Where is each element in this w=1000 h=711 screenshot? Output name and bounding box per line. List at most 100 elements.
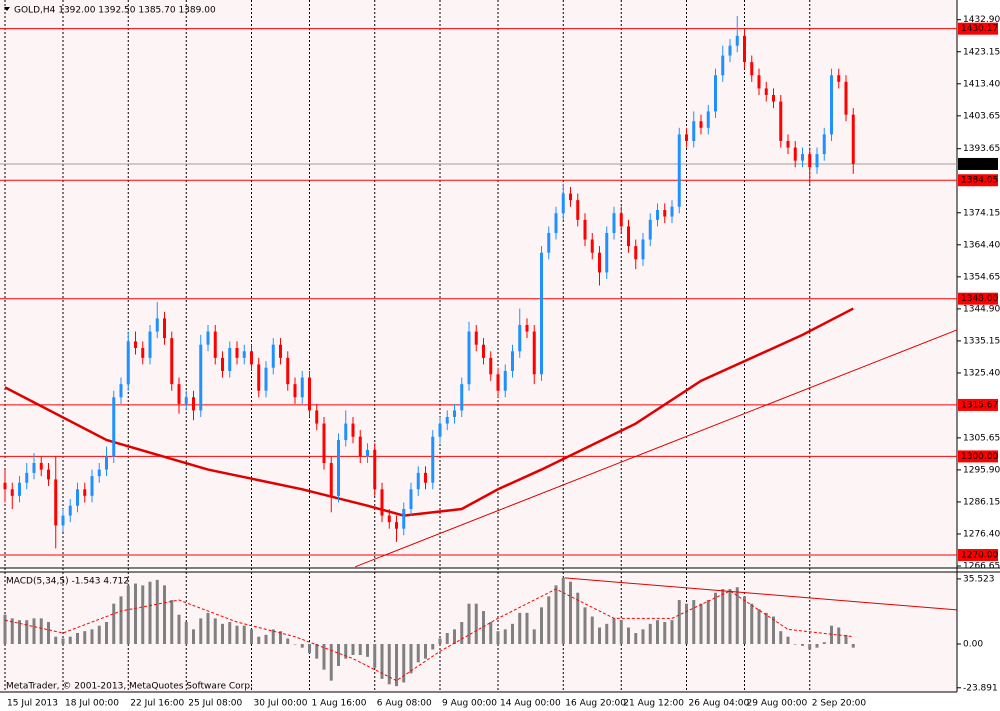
histogram-bar: [576, 592, 580, 644]
candle-body: [293, 384, 297, 398]
candle-body: [605, 232, 609, 273]
histogram-bar: [518, 612, 522, 644]
candle-body: [808, 154, 812, 168]
trendline: [564, 577, 957, 611]
histogram-bar: [395, 644, 398, 687]
histogram-bar: [32, 618, 36, 644]
y-tick-label: -23.891: [963, 683, 998, 693]
histogram-bar: [3, 614, 7, 644]
candle-body: [445, 416, 449, 424]
histogram-bar: [750, 603, 754, 644]
histogram-bar: [192, 629, 195, 644]
x-tick-label: 1 Aug 16:00: [312, 699, 367, 709]
histogram-bar: [438, 638, 442, 644]
histogram-bar: [315, 644, 319, 659]
histogram-bar: [155, 579, 159, 644]
histogram-bar: [39, 618, 43, 644]
candle-body: [112, 397, 116, 457]
candle-body: [366, 449, 369, 457]
candle-body: [482, 344, 485, 358]
candle-body: [764, 88, 768, 95]
histogram-bar: [554, 585, 558, 644]
candle-body: [126, 341, 130, 385]
chart-title: GOLD,H4 1392.00 1392.50 1385.70 1389.00: [14, 6, 216, 16]
histogram-bar: [474, 603, 478, 644]
candle-body: [242, 351, 246, 358]
histogram-bar: [714, 592, 717, 644]
histogram-bar: [148, 581, 152, 644]
candle-body: [677, 134, 681, 207]
x-tick-label: 21 Aug 12:00: [623, 699, 684, 709]
histogram-bar: [409, 644, 413, 674]
candle-body: [424, 472, 427, 483]
histogram-bar: [402, 644, 406, 683]
histogram-bar: [424, 644, 427, 659]
histogram-bar: [235, 625, 239, 644]
candle-body: [815, 154, 819, 168]
y-tick-label: 1344.90: [963, 304, 1000, 314]
candle-body: [329, 462, 333, 496]
histogram-bar: [830, 625, 833, 644]
candle-body: [540, 252, 543, 375]
candle-body: [743, 35, 746, 63]
candle-body: [177, 384, 181, 404]
candle-body: [503, 370, 507, 391]
candle-body: [90, 476, 94, 496]
histogram-bar: [793, 644, 797, 645]
y-tick-label: 1295.90: [963, 465, 1000, 475]
histogram-bar: [743, 596, 746, 644]
bid-tag: [958, 157, 998, 170]
candle-body: [184, 397, 188, 404]
candle-body: [706, 111, 710, 128]
candle-body: [554, 213, 558, 233]
histogram-bar: [351, 644, 355, 655]
candle-body: [148, 331, 152, 358]
histogram-bar: [445, 633, 449, 644]
candle-body: [337, 439, 340, 496]
histogram-bar: [634, 633, 638, 644]
histogram-bar: [199, 618, 203, 644]
y-tick-label: 1276.40: [963, 529, 1000, 539]
histogram-bar: [380, 644, 384, 679]
y-tick-label: 1432.90: [963, 15, 1000, 25]
histogram-bar: [322, 644, 326, 670]
histogram-bar: [598, 627, 601, 644]
y-tick-label: 1403.65: [963, 111, 1000, 121]
candle-body: [315, 410, 319, 424]
candle-body: [822, 134, 826, 155]
candle-body: [351, 423, 355, 437]
candle-body: [438, 423, 442, 437]
candle-body: [47, 469, 50, 480]
candle-body: [221, 357, 224, 371]
candle-body: [68, 505, 72, 516]
candle-body: [373, 449, 377, 490]
candle-body: [213, 331, 217, 358]
histogram-bar: [366, 644, 369, 657]
candle-body: [308, 377, 311, 411]
candle-body: [619, 213, 623, 227]
histogram-bar: [808, 644, 812, 650]
histogram-bar: [112, 603, 116, 644]
candle-body: [409, 489, 413, 510]
histogram-bar: [503, 629, 507, 644]
histogram-bar: [699, 603, 703, 644]
histogram-bar: [627, 627, 630, 644]
histogram-bar: [453, 629, 456, 644]
histogram-bar: [677, 600, 681, 644]
y-tick-label: 1374.15: [963, 208, 1000, 218]
histogram-bar: [54, 636, 58, 644]
candle-body: [735, 35, 739, 46]
histogram-bar: [605, 623, 609, 644]
histogram-bar: [76, 633, 79, 644]
candle-body: [830, 75, 833, 135]
candle-body: [561, 193, 565, 214]
candle-body: [54, 479, 58, 526]
histogram-bar: [532, 629, 536, 644]
candle-body: [525, 324, 529, 332]
x-tick-label: 14 Aug 00:00: [500, 699, 561, 709]
candle-body: [344, 423, 348, 440]
candle-body: [39, 462, 43, 470]
candle-body: [612, 213, 616, 233]
candle-body: [489, 357, 493, 375]
